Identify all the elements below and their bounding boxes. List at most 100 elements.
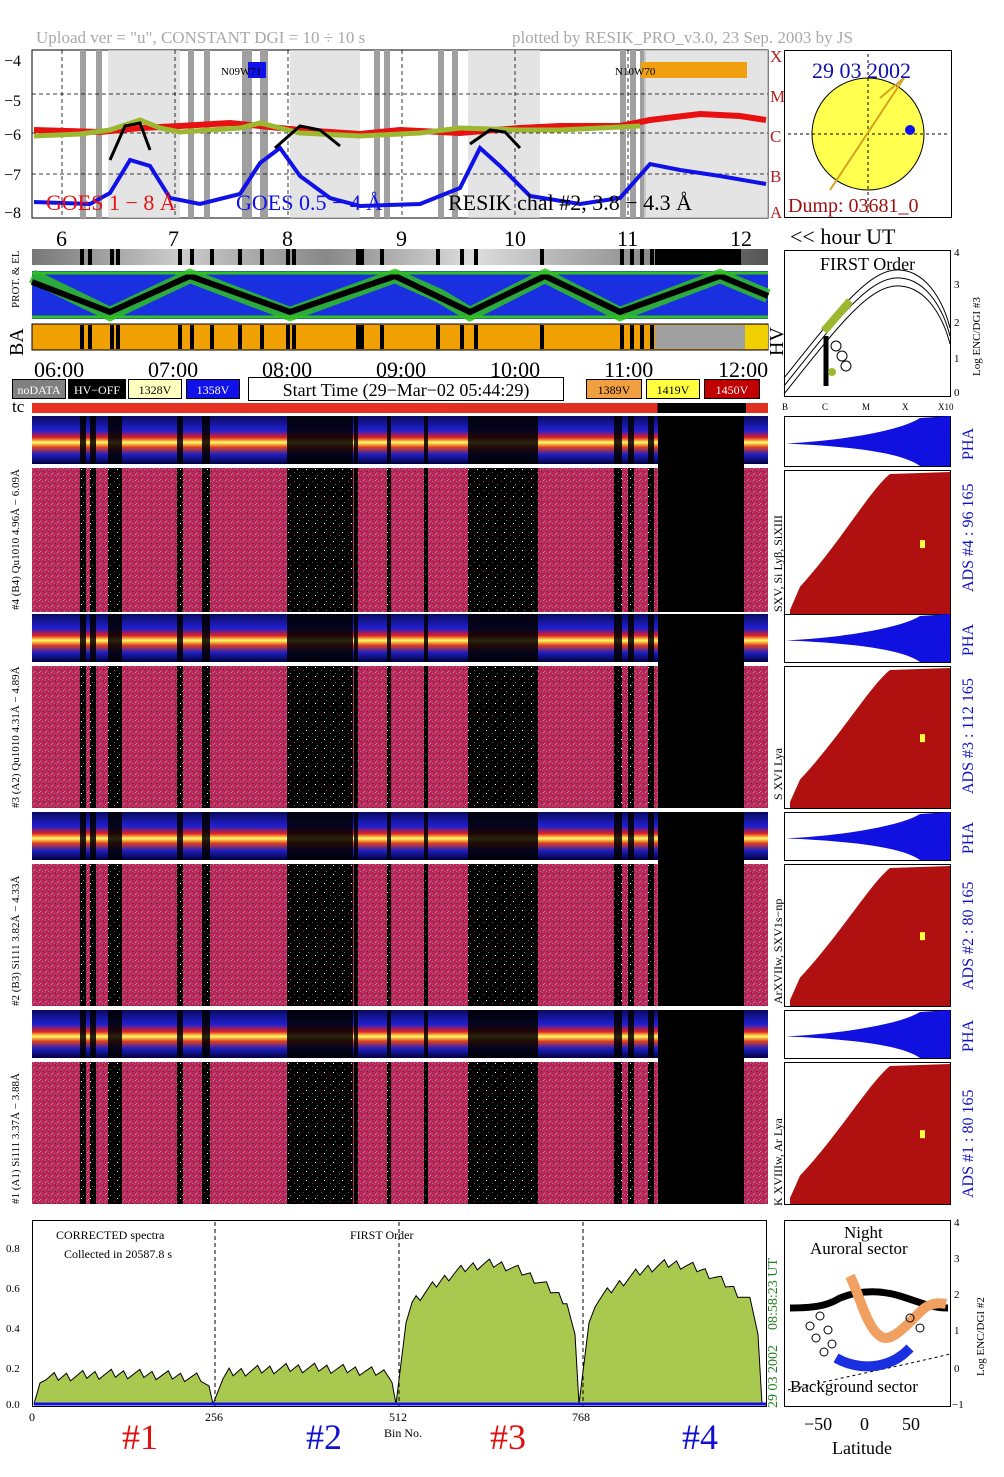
channel-off-1 [658, 1010, 744, 1204]
channel-1-label: #1 (A1) Si111 3.37Å − 3.88Å [10, 1073, 22, 1204]
goes-gap-bar-5 [260, 50, 268, 218]
ads-label-4: ADS #4 : 96 165 [960, 483, 977, 592]
pha-gap-3-2 [108, 614, 122, 662]
ba-tick-9 [286, 325, 290, 349]
pha-gap-2-2 [108, 812, 122, 860]
prot-tick-21 [650, 249, 654, 265]
goes-ytick-1: −4 [4, 53, 21, 70]
spec-ytick-04: 0.4 [6, 1323, 20, 1335]
spec-gap-2-6 [354, 864, 358, 1006]
pha-label-4: PHA [960, 427, 977, 460]
spectrum-title-3: FIRST Order [350, 1228, 413, 1242]
fo-ylabel: Log ENC/DGI #3 [971, 297, 983, 376]
pha-gap-1-4 [202, 1010, 210, 1058]
section-3: #3 [490, 1417, 526, 1457]
spec-gap-3-6 [354, 666, 358, 808]
pha-gap-3-8 [424, 614, 428, 662]
goes-red-curve [33, 110, 767, 138]
hour-tick-6: 6 [56, 226, 67, 251]
legend-start-time: Start Time (29−Mar−02 05:44:29) [248, 377, 564, 401]
time-tick-0600: 06:00 [34, 357, 85, 382]
fo-xtick-x: X [902, 402, 909, 412]
spec-gap-2-4 [202, 864, 210, 1006]
pha-gap-2-9 [468, 812, 538, 860]
spec-gap-3-10 [614, 666, 622, 808]
ba-tick-19 [630, 325, 634, 349]
lat-ytick-4: 4 [954, 1217, 960, 1229]
ba-tick-5 [190, 325, 194, 349]
spec-ytick-00: 0.0 [6, 1399, 20, 1411]
spec-gap-1-4 [202, 1062, 210, 1204]
goes-gap-bar-10 [620, 50, 626, 218]
spec-xlabel: Bin No. [384, 1426, 423, 1440]
time-tick-1200: 12:00 [718, 357, 769, 382]
ba-tick-20 [640, 325, 644, 349]
tc-bar [32, 403, 768, 413]
pha-ads-panels [784, 416, 951, 1205]
spectrum-title-1: CORRECTED spectra [56, 1228, 165, 1242]
first-order-panel: FIRST Order 4 3 2 1 0 B C M X X10 Log EN… [782, 247, 983, 412]
spec-gap-3-12 [648, 666, 654, 808]
spec-gap-3-7 [387, 666, 391, 808]
ads-label-3: ADS #3 : 112 165 [960, 678, 977, 794]
pha-strip-3 [32, 614, 768, 662]
pha-gap-2-5 [287, 812, 353, 860]
spec-gap-1-12 [648, 1062, 654, 1204]
ba-tick-11 [356, 325, 360, 349]
fo-xtick-b: B [782, 402, 788, 412]
prot-tick-7 [238, 249, 242, 265]
pha-gap-2-3 [177, 812, 183, 860]
spec-gap-4-3 [177, 468, 183, 612]
ba-tick-15 [460, 325, 464, 349]
spec-gap-1-0 [80, 1062, 86, 1204]
spec-gap-2-9 [468, 864, 538, 1006]
spectrogram-4 [32, 468, 768, 612]
spec-ytick-06: 0.6 [6, 1283, 20, 1295]
pha-label-1: PHA [960, 1019, 977, 1052]
prot-tick-5 [190, 249, 194, 265]
ba-tick-7 [238, 325, 242, 349]
spec-gap-1-5 [287, 1062, 353, 1204]
pha-gap-2-4 [202, 812, 210, 860]
ads-profile-2 [790, 866, 950, 1006]
spec-gap-4-6 [354, 468, 358, 612]
pha-gap-1-3 [177, 1010, 183, 1058]
pha-gap-2-8 [424, 812, 428, 860]
pha-strip-2 [32, 812, 768, 860]
ba-tick-4 [178, 325, 182, 349]
prot-tick-6 [210, 249, 214, 265]
pha-gap-2-0 [80, 812, 86, 860]
pha-strip-4 [32, 416, 768, 464]
spec-gap-3-2 [108, 666, 122, 808]
lat-xlabel: Latitude [832, 1438, 892, 1458]
legend-1450v: 1450V [704, 379, 760, 399]
prot-tick-4 [178, 249, 182, 265]
channel-off-2 [658, 812, 744, 1006]
prot-tick-2 [110, 249, 114, 265]
goes-ytick-3: −6 [4, 127, 21, 144]
legend-1419v: 1419V [646, 379, 700, 399]
pha-profile-1 [786, 1010, 950, 1058]
channel-4-lines: SXV, Si Lyβ, SiXIII [771, 515, 785, 612]
spec-gap-1-10 [614, 1062, 622, 1204]
spec-gap-4-10 [614, 468, 622, 612]
prot-tick-3 [116, 249, 120, 265]
pha-gap-1-0 [80, 1010, 86, 1058]
section-4: #4 [682, 1417, 718, 1457]
spec-gap-3-3 [177, 666, 183, 808]
pha-gap-3-12 [648, 614, 654, 662]
hour-tick-10: 10 [504, 226, 526, 251]
pha-gap-1-8 [424, 1010, 428, 1058]
legend-nodata: noDATA [12, 379, 66, 399]
pha-gap-2-10 [614, 812, 622, 860]
pha-gap-2-6 [354, 812, 358, 860]
spec-ytick-08: 0.8 [6, 1243, 20, 1255]
pha-gap-2-11 [628, 812, 634, 860]
channel-3-lines: S XVI Lya [771, 748, 785, 800]
hour-tick-7: 7 [168, 226, 179, 251]
pha-gap-3-10 [614, 614, 622, 662]
spec-gap-4-8 [424, 468, 428, 612]
pha-profile-4 [786, 416, 950, 466]
pha-gap-4-11 [628, 416, 634, 464]
prot-tick-19 [630, 249, 634, 265]
